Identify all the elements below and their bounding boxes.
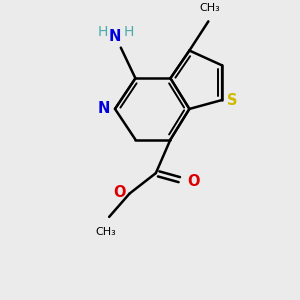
- Text: N: N: [108, 29, 121, 44]
- Text: H: H: [124, 25, 134, 39]
- Text: N: N: [98, 101, 110, 116]
- Text: O: O: [187, 174, 200, 189]
- Text: CH₃: CH₃: [200, 3, 220, 13]
- Text: CH₃: CH₃: [96, 227, 117, 237]
- Text: O: O: [113, 184, 126, 200]
- Text: H: H: [98, 25, 108, 39]
- Text: S: S: [227, 93, 238, 108]
